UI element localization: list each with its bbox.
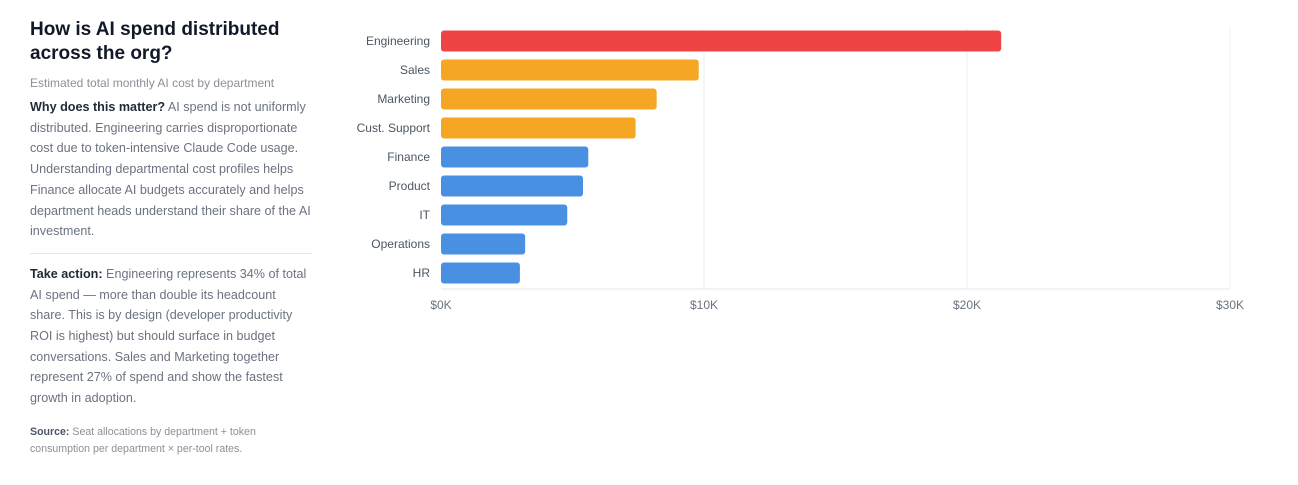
category-label: Product [389, 179, 431, 193]
action-text: Engineering represents 34% of total AI s… [30, 266, 307, 406]
chart-title: How is AI spend distributed across the o… [30, 19, 280, 64]
bar-cust-support[interactable] [441, 117, 636, 139]
chart-category-labels: Engineering Sales Marketing Cust. Support Fi… [357, 34, 431, 280]
chart-subtitle: Estimated total monthly AI cost by depar… [30, 76, 275, 90]
department-spend-bar-chart: Engineering Sales Marketing Cust. Support Fi… [357, 28, 1244, 312]
why-text: AI spend is not uniformly distributed. E… [30, 100, 311, 239]
chart-x-axis: $0K $10K $20K $30K [430, 288, 1244, 312]
insight-panel: How is AI spend distributed across the o… [30, 18, 312, 459]
x-tick-label: $30K [1216, 298, 1244, 312]
action-label: Take action: [30, 266, 103, 281]
category-label: Marketing [377, 92, 430, 106]
why-label: Why does this matter? [30, 100, 166, 114]
bar-engineering[interactable] [441, 30, 1002, 52]
category-label: HR [413, 266, 431, 280]
x-tick-label: $0K [430, 298, 451, 312]
source-text: Seat allocations by department + token c… [30, 425, 256, 456]
bar-sales[interactable] [441, 59, 699, 81]
category-label: IT [419, 208, 430, 222]
bar-hr[interactable] [441, 262, 520, 284]
category-label: Operations [371, 237, 430, 251]
source-note: Source: Seat allocations by department +… [30, 424, 312, 459]
bar-finance[interactable] [441, 146, 589, 168]
category-label: Finance [387, 150, 430, 164]
why-paragraph: Why does this matter? AI spend is not un… [30, 97, 312, 242]
bar-product[interactable] [441, 175, 584, 197]
category-label: Cust. Support [357, 121, 431, 135]
x-tick-label: $10K [690, 298, 718, 312]
x-tick-label: $20K [953, 298, 981, 312]
divider [30, 252, 312, 254]
bar-operations[interactable] [441, 233, 526, 255]
bar-it[interactable] [441, 204, 568, 226]
chart-bars [441, 30, 1002, 284]
category-label: Engineering [366, 34, 430, 48]
category-label: Sales [400, 63, 430, 77]
bar-marketing[interactable] [441, 88, 657, 110]
source-label: Source: [30, 425, 70, 438]
chart-grid [703, 28, 1231, 289]
action-paragraph: Take action: Engineering represents 34% … [30, 264, 312, 409]
